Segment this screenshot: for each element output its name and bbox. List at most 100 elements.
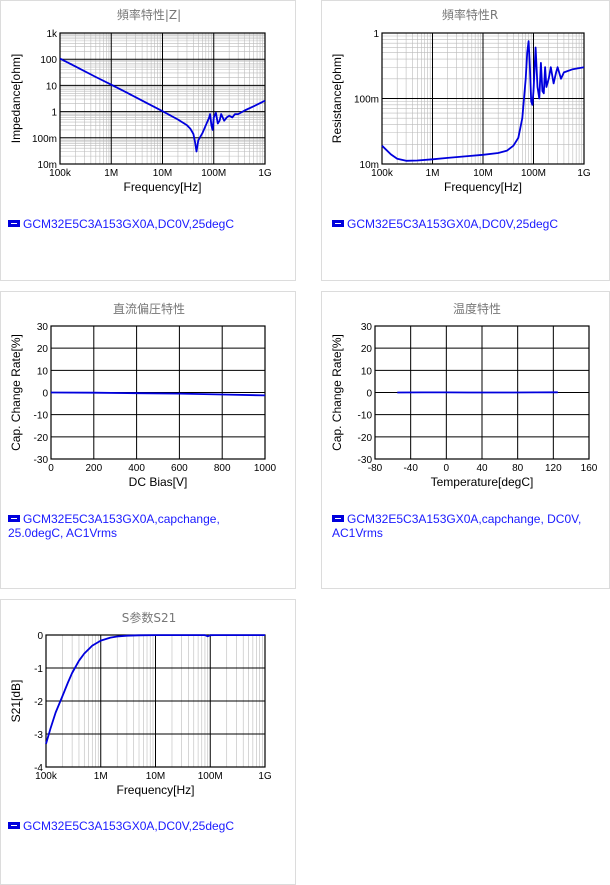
- x-tick-label: 1M: [104, 168, 118, 179]
- y-tick-label: -10: [34, 411, 49, 422]
- s21-panel: S参数S21 100k 1M 10M 100M 1G -4 -3 -2 -1 0 Frequency[…: [0, 599, 296, 885]
- x-tick-label: 200: [85, 463, 102, 474]
- x-tick-label: 1G: [577, 168, 591, 179]
- x-axis-label: Frequency[Hz]: [123, 180, 201, 194]
- x-tick-label: 1M: [94, 771, 108, 782]
- series-line: [45, 634, 265, 745]
- y-tick-label: 10: [37, 366, 49, 377]
- y-tick-label: -30: [34, 455, 49, 466]
- impedance-panel: 頻率特性|Z| 100k 1M 10M 100M 1G 10m 100m 1 10 100 1k Fre…: [0, 0, 296, 281]
- y-axis-label: Resistance[ohm]: [330, 54, 344, 143]
- s21-chart: S参数S21 100k 1M 10M 100M 1G -4 -3 -2 -1 0 Frequency[…: [9, 610, 272, 797]
- impedance-chart: 頻率特性|Z| 100k 1M 10M 100M 1G 10m 100m 1 10 100 1k Fre…: [9, 7, 272, 194]
- y-tick-label: 30: [37, 322, 49, 333]
- y-tick-label: 0: [366, 389, 372, 400]
- chart-title: 頻率特性R: [442, 7, 498, 22]
- temperature-panel: 温度特性 -80 -40 0 40 80 120 160 -30 -20 -10 0 10 20 30 Tem…: [321, 291, 610, 589]
- x-tick-label: 800: [214, 463, 231, 474]
- y-tick-label: -20: [34, 433, 49, 444]
- series-line: [59, 57, 266, 153]
- y-tick-label: 100: [40, 55, 57, 66]
- y-tick-label: 1: [373, 29, 379, 40]
- y-tick-label: -3: [34, 730, 43, 741]
- x-tick-label: 120: [545, 463, 562, 474]
- y-axis-label: S21[dB]: [9, 680, 23, 723]
- y-tick-label: -10: [358, 411, 373, 422]
- y-tick-label: 1: [51, 108, 57, 119]
- resistance-chart: 頻率特性R 100k 1M 10M 100M 1G 10m 100m 1 Frequency[Hz…: [330, 7, 591, 194]
- x-tick-label: 1M: [426, 168, 440, 179]
- resistance-legend-text[interactable]: GCM32E5C3A153GX0A,DC0V,25degC: [347, 217, 559, 231]
- x-tick-label: 100k: [49, 168, 72, 179]
- x-tick-label: 10M: [146, 771, 165, 782]
- series-line: [50, 391, 266, 397]
- x-tick-label: -40: [403, 463, 418, 474]
- x-tick-label: 100M: [198, 771, 223, 782]
- y-axis-label: Impedance[ohm]: [9, 54, 23, 143]
- legend-swatch-icon: [8, 220, 20, 227]
- chart-title: 温度特性: [453, 301, 501, 316]
- x-tick-label: 10M: [153, 168, 172, 179]
- x-tick-label: 100M: [201, 168, 226, 179]
- y-axis-label: Cap. Change Rate[%]: [9, 334, 23, 451]
- x-tick-label: 0: [444, 463, 450, 474]
- dcbias-panel: 直流偏圧特性 0 200 400 600 800 1000 -30 -20 -10 0 10 20 30 D…: [0, 291, 296, 589]
- x-tick-label: 400: [128, 463, 145, 474]
- y-tick-label: 10: [361, 366, 373, 377]
- plot-frame: [59, 32, 266, 165]
- y-tick-label: 1k: [46, 29, 58, 40]
- x-tick-label: 100k: [35, 771, 58, 782]
- y-tick-label: 30: [361, 322, 373, 333]
- x-tick-label: 600: [171, 463, 188, 474]
- y-tick-label: 100m: [354, 95, 379, 106]
- y-tick-label: 10m: [38, 160, 57, 171]
- minor-grid: [60, 33, 265, 164]
- x-tick-label: 0: [48, 463, 54, 474]
- y-axis-label: Cap. Change Rate[%]: [330, 334, 344, 451]
- x-tick-label: 1G: [258, 168, 272, 179]
- resistance-legend[interactable]: GCM32E5C3A153GX0A,DC0V,25degC: [332, 217, 558, 231]
- y-tick-label: 100m: [32, 134, 57, 145]
- y-tick-label: -2: [34, 697, 43, 708]
- legend-swatch-icon: [8, 515, 20, 522]
- x-axis-label: Frequency[Hz]: [444, 180, 522, 194]
- y-tick-label: 10: [46, 81, 58, 92]
- chart-title: 直流偏圧特性: [113, 301, 185, 316]
- legend-swatch-icon: [332, 220, 344, 227]
- legend-swatch-icon: [332, 515, 344, 522]
- x-tick-label: 100k: [371, 168, 394, 179]
- x-tick-label: 160: [581, 463, 598, 474]
- y-tick-label: 0: [37, 631, 43, 642]
- y-tick-label: -4: [34, 763, 43, 774]
- chart-title: S参数S21: [122, 610, 177, 625]
- dcbias-chart: 直流偏圧特性 0 200 400 600 800 1000 -30 -20 -10 0 10 20 30 D…: [9, 301, 277, 489]
- y-tick-label: -1: [34, 664, 43, 675]
- x-tick-label: 100M: [521, 168, 546, 179]
- y-tick-label: -20: [358, 433, 373, 444]
- x-tick-label: 1G: [258, 771, 272, 782]
- x-tick-label: 40: [476, 463, 488, 474]
- impedance-legend[interactable]: GCM32E5C3A153GX0A,DC0V,25degC: [8, 217, 234, 231]
- dcbias-legend-text-2[interactable]: 25.0degC, AC1Vrms: [8, 526, 117, 540]
- y-tick-label: 20: [37, 344, 49, 355]
- temperature-chart: 温度特性 -80 -40 0 40 80 120 160 -30 -20 -10 0 10 20 30 Tem…: [330, 301, 598, 489]
- temperature-legend-text-2[interactable]: AC1Vrms: [332, 526, 383, 540]
- temperature-legend[interactable]: GCM32E5C3A153GX0A,capchange, DC0V, AC1Vr…: [332, 512, 581, 540]
- x-tick-label: -80: [368, 463, 383, 474]
- x-axis-label: DC Bias[V]: [129, 475, 188, 489]
- x-tick-label: 10M: [473, 168, 492, 179]
- y-tick-label: 0: [42, 389, 48, 400]
- y-tick-label: 20: [361, 344, 373, 355]
- s21-legend[interactable]: GCM32E5C3A153GX0A,DC0V,25degC: [8, 819, 234, 833]
- s21-legend-text[interactable]: GCM32E5C3A153GX0A,DC0V,25degC: [23, 819, 235, 833]
- dcbias-legend[interactable]: GCM32E5C3A153GX0A,capchange, 25.0degC, A…: [8, 512, 220, 540]
- chart-title: 頻率特性|Z|: [117, 7, 181, 22]
- impedance-legend-text[interactable]: GCM32E5C3A153GX0A,DC0V,25degC: [23, 217, 235, 231]
- temperature-legend-text-1[interactable]: GCM32E5C3A153GX0A,capchange, DC0V,: [347, 512, 582, 526]
- plot-frame: [374, 325, 590, 460]
- resistance-panel: 頻率特性R 100k 1M 10M 100M 1G 10m 100m 1 Frequency[Hz…: [321, 0, 610, 281]
- dcbias-legend-text-1[interactable]: GCM32E5C3A153GX0A,capchange,: [23, 512, 220, 526]
- x-tick-label: 1000: [254, 463, 277, 474]
- plot-frame: [381, 32, 585, 165]
- legend-swatch-icon: [8, 822, 20, 829]
